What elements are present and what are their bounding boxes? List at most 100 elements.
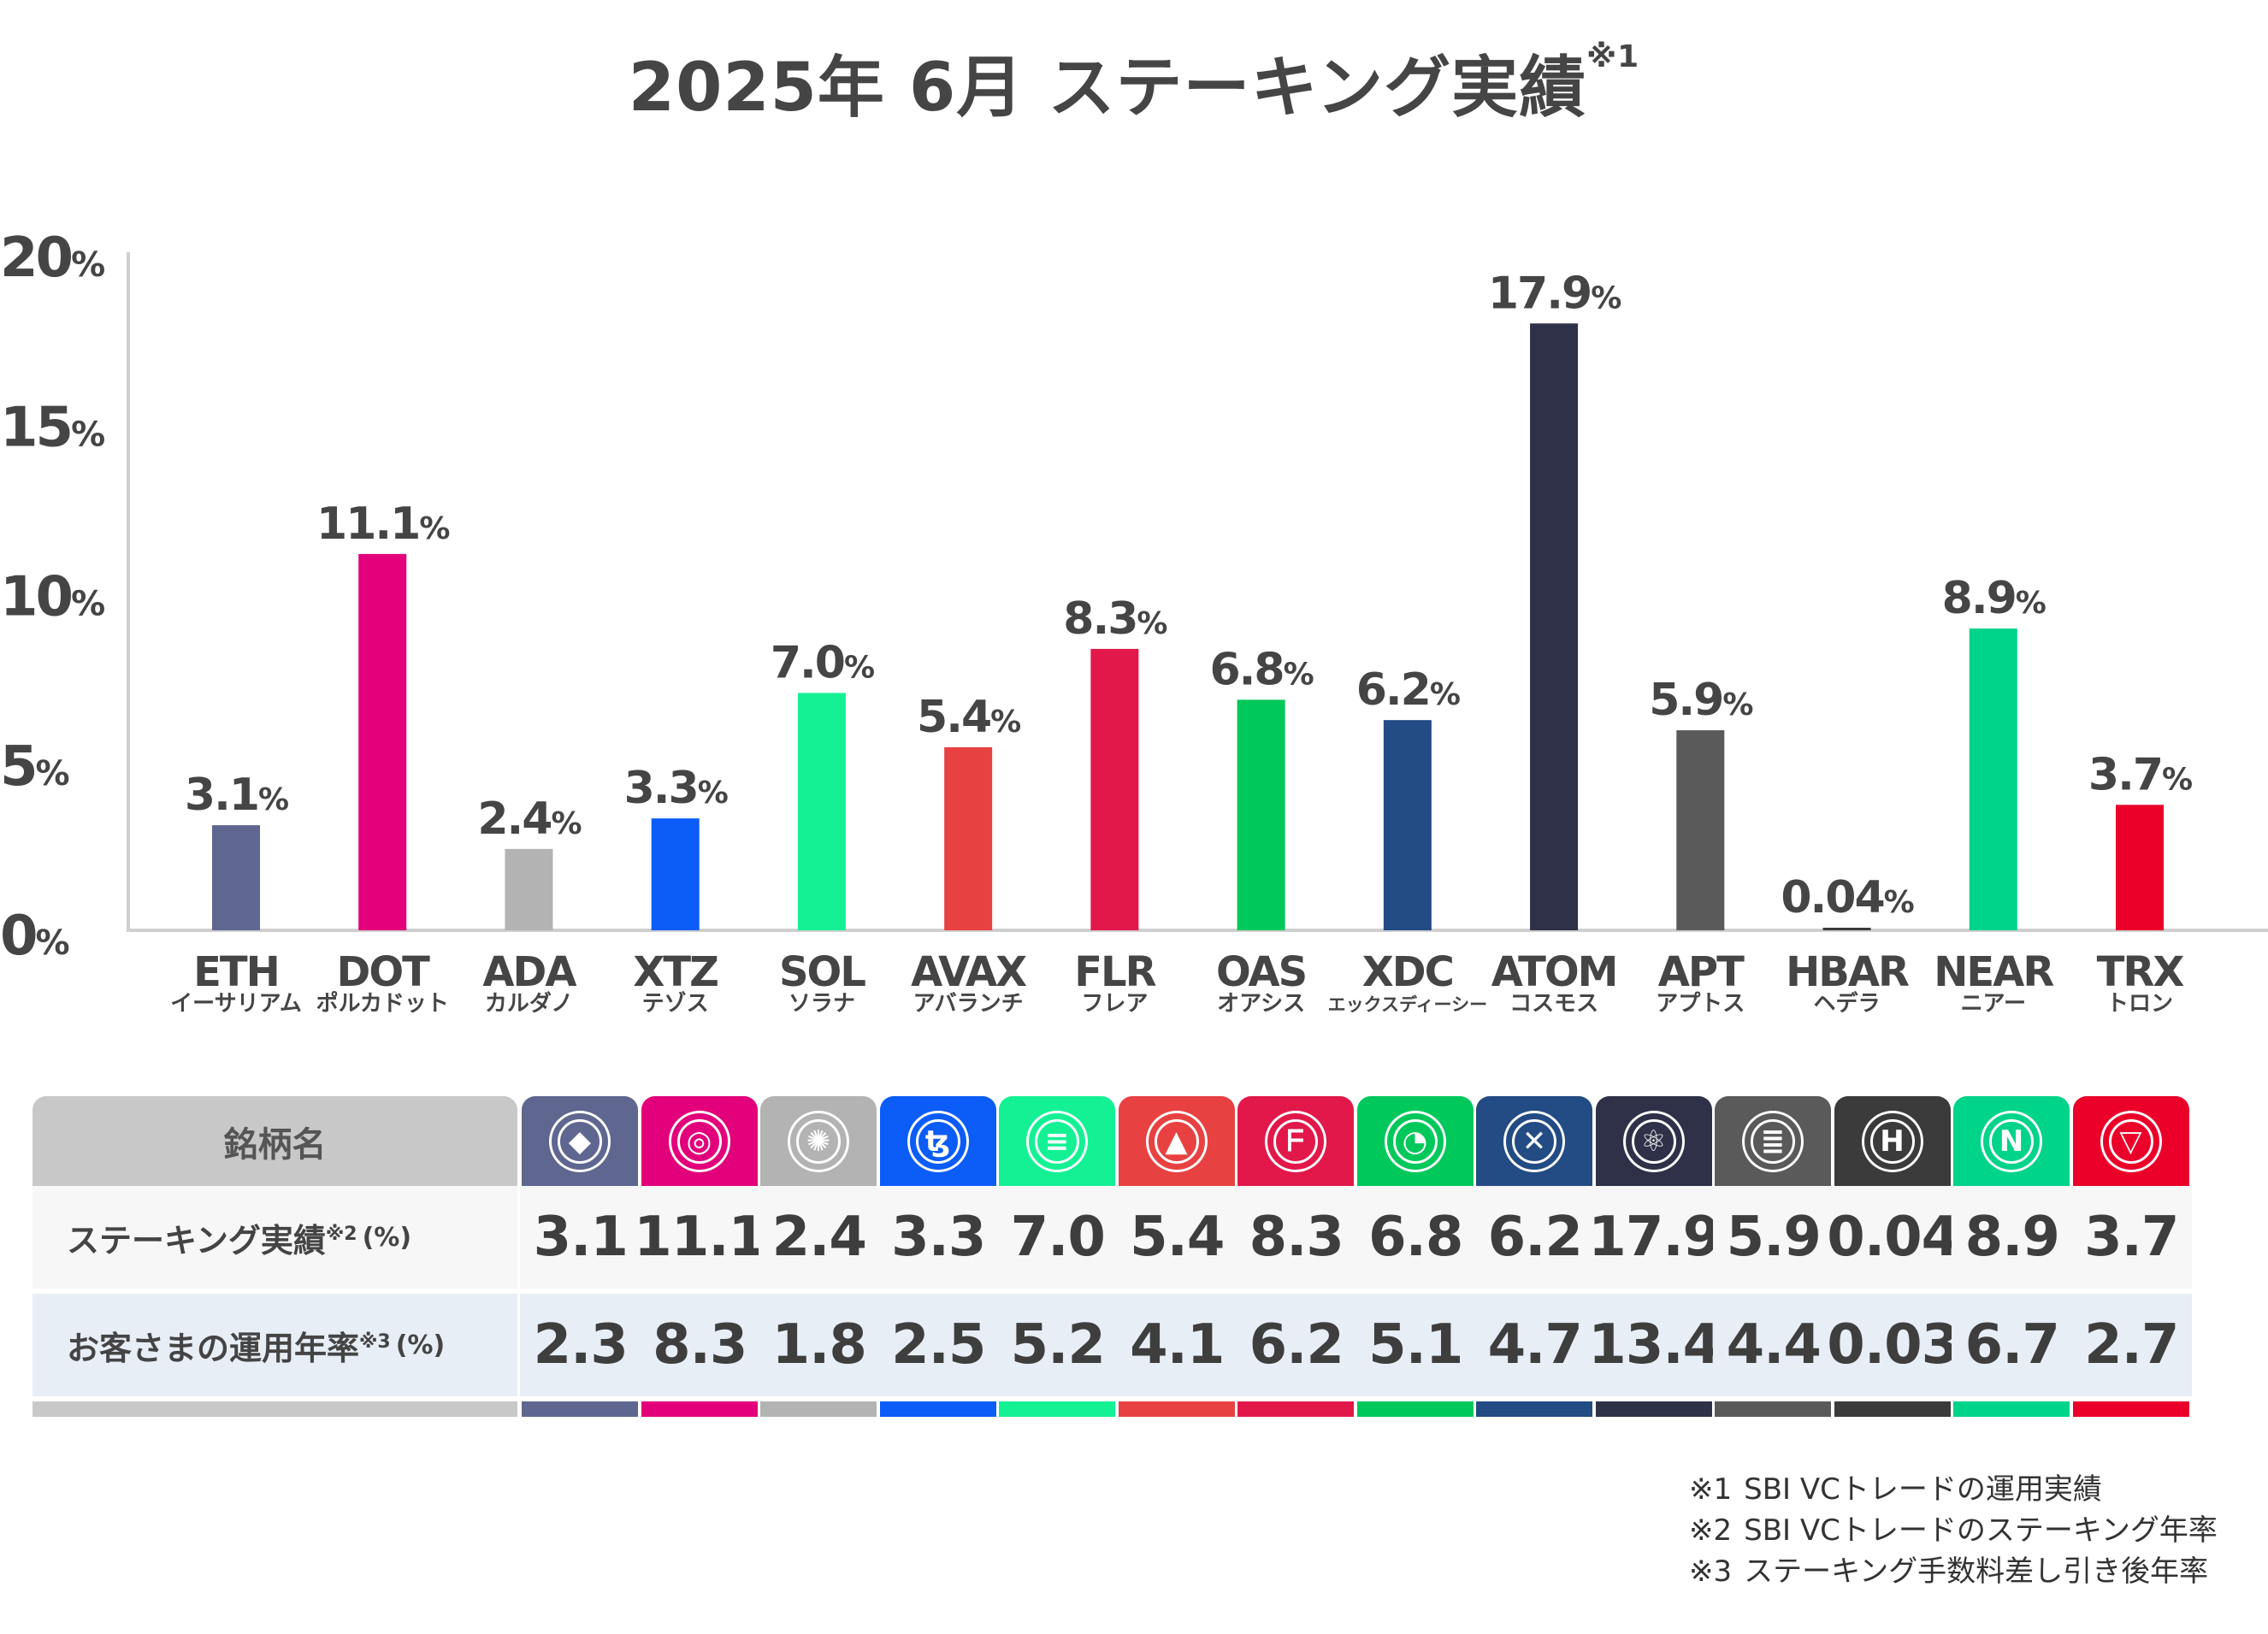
x-tick-label: ETH (193, 948, 279, 996)
table-cell-value: 5.1 (1355, 1294, 1476, 1396)
coin-header-hbar: H (1834, 1096, 1951, 1186)
header-label-cell: 銘柄名 (32, 1096, 517, 1186)
bar-near (1969, 628, 2017, 930)
cell-value: 1.8 (771, 1313, 867, 1377)
y-tick-label: 15% (0, 396, 104, 459)
tron-icon: ▽ (2102, 1112, 2159, 1170)
x-tick-label: XDC (1362, 948, 1453, 996)
x-tick-label: TRX (2097, 948, 2185, 996)
table-cell-value: 6.8 (1355, 1186, 1476, 1289)
bar-avax (944, 746, 993, 930)
coin-header-trx: ▽ (2072, 1096, 2189, 1186)
table-cell-value: 3.7 (2070, 1186, 2192, 1289)
color-strip (2072, 1401, 2189, 1417)
x-tick-kana: ポルカドット (316, 990, 449, 1017)
footnotes: ※1 SBI VCトレードの運用実績 ※2 SBI VCトレードのステーキング年率 ※3… (1689, 1469, 2218, 1592)
row-label: お客さまの運用年率 (67, 1329, 360, 1367)
table-cell-value: 5.9 (1713, 1186, 1834, 1289)
cell-value: 8.9 (1964, 1206, 2060, 1269)
x-tick-label: ADA (482, 948, 576, 996)
color-strip (999, 1401, 1115, 1417)
cell-value: 2.4 (771, 1206, 867, 1269)
color-strip (1595, 1401, 1712, 1417)
cell-value: 2.7 (2084, 1313, 2179, 1377)
coin-header-avax: ▲ (1118, 1096, 1235, 1186)
bar-ada (505, 848, 553, 930)
cell-value: 2.3 (533, 1313, 629, 1377)
cell-value: 3.1 (533, 1206, 629, 1269)
x-tick-label: SOL (779, 948, 865, 996)
table-cell-value: 8.3 (1236, 1186, 1357, 1289)
x-tick-kana: エックスディーシー (1328, 994, 1487, 1015)
row-footnote-mark: ※3 (359, 1330, 391, 1353)
tezos-icon: ꜩ (909, 1112, 966, 1170)
cell-value: 3.7 (2084, 1206, 2179, 1269)
x-tick-label: AVAX (911, 948, 1027, 996)
x-tick-kana: ヘデラ (1814, 990, 1881, 1017)
coin-header-apt: ≣ (1715, 1096, 1831, 1186)
table-cell-value: 7.0 (997, 1186, 1119, 1289)
color-strip (1118, 1401, 1235, 1417)
color-strip (1356, 1401, 1474, 1417)
footnote: ※1 SBI VCトレードの運用実績 (1689, 1469, 2218, 1510)
rates-table: 銘柄名 ◆ ◎ ✺ ꜩ ≡ ▲ ᖴ ◔ ✕ ⚛ ≣ H N ▽ ステーキング実績 ※2 (%) 3.1 11.1 2.4… (32, 1096, 2237, 1417)
coin-header-ada: ✺ (760, 1096, 877, 1186)
y-tick-label: 20% (0, 227, 104, 290)
bar-hbar (1822, 928, 1871, 930)
color-strip (879, 1401, 996, 1417)
x-tick-kana: カルダノ (485, 990, 573, 1017)
x-tick-kana: テゾス (642, 990, 709, 1017)
bar-trx (2116, 805, 2164, 930)
x-tick-kana: オアシス (1217, 991, 1305, 1017)
cell-value: 6.8 (1368, 1206, 1463, 1269)
bar-apt (1676, 730, 1725, 930)
table-cell-value: 3.1 (520, 1186, 641, 1289)
header-label: 銘柄名 (223, 1124, 327, 1165)
x-tick-kana: アバランチ (913, 991, 1024, 1017)
x-tick-kana: フレア (1081, 991, 1148, 1017)
table-cell-value: 11.1 (634, 1186, 766, 1289)
y-tick-label: 10% (0, 566, 104, 629)
table-cell-value: 6.7 (1952, 1294, 2073, 1396)
cell-value: 5.9 (1726, 1206, 1822, 1269)
coin-header-oas: ◔ (1356, 1096, 1474, 1186)
x-tick-label: OAS (1216, 948, 1306, 996)
data-label: 6.8% (1210, 644, 1314, 695)
data-label: 6.2% (1356, 664, 1460, 716)
solana-icon: ≡ (1029, 1112, 1085, 1170)
data-label: 3.1% (185, 770, 288, 821)
bar-flr (1090, 648, 1139, 930)
bar-oas (1237, 699, 1285, 930)
cell-value: 2.5 (891, 1313, 986, 1377)
x-tick-kana: コスモス (1509, 991, 1598, 1017)
y-tick-label: 0% (0, 905, 69, 968)
footnote-text: SBI VCトレードの運用実績 (1744, 1472, 2102, 1507)
cosmos-icon: ⚛ (1625, 1112, 1682, 1170)
coin-header-xtz: ꜩ (879, 1096, 996, 1186)
cell-value: 13.4 (1588, 1313, 1721, 1377)
xdc-icon: ✕ (1506, 1112, 1562, 1170)
chart-title: 2025年 6月 ステーキング実績※1 (629, 39, 1639, 127)
x-tick-label: APT (1658, 948, 1745, 996)
cell-value: 11.1 (634, 1206, 766, 1269)
table-cell-value: 2.3 (520, 1294, 641, 1396)
cell-value: 6.2 (1487, 1206, 1583, 1269)
avalanche-icon: ▲ (1148, 1112, 1205, 1170)
row-label-cell: ステーキング実績 ※2 (%) (32, 1186, 517, 1289)
color-strip (1476, 1401, 1592, 1417)
bar-dot (358, 553, 407, 930)
color-strip (641, 1401, 758, 1417)
x-tick-kana: イーサリアム (170, 991, 302, 1017)
x-tick-label: HBAR (1786, 948, 1909, 996)
data-label: 3.3% (624, 763, 728, 814)
table-cell-value: 4.4 (1713, 1294, 1834, 1396)
cell-value: 4.7 (1487, 1313, 1583, 1377)
x-tick-kana: ニアー (1961, 991, 2026, 1017)
data-label: 0.04% (1781, 872, 1913, 923)
cell-value: 3.3 (891, 1206, 986, 1269)
footnote-mark: ※2 (1689, 1513, 1733, 1548)
footnote-text: SBI VCトレードのステーキング年率 (1744, 1513, 2218, 1548)
table-cell-value: 6.2 (1474, 1186, 1596, 1289)
polkadot-icon: ◎ (670, 1112, 728, 1170)
